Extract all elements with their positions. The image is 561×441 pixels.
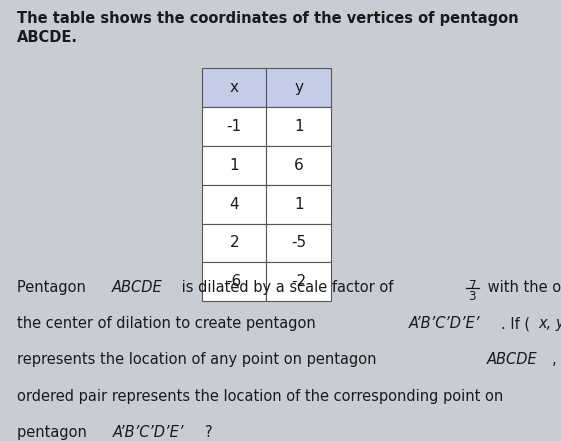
Text: 3: 3 [468, 290, 476, 303]
Text: ABCDE: ABCDE [487, 352, 537, 367]
Text: . If (: . If ( [500, 316, 530, 331]
Bar [266, 146, 331, 185]
Text: ABCDE: ABCDE [112, 280, 163, 295]
Text: 2: 2 [229, 235, 239, 250]
Text: 6: 6 [294, 158, 304, 173]
Text: x, y: x, y [538, 316, 561, 331]
Text: 4: 4 [229, 197, 239, 212]
Text: ?: ? [205, 425, 213, 440]
Bar [202, 107, 266, 146]
Text: , which: , which [552, 352, 561, 367]
Text: ordered pair represents the location of the corresponding point on: ordered pair represents the location of … [17, 389, 503, 404]
Text: -1: -1 [227, 119, 242, 134]
Bar [202, 262, 266, 301]
Text: The table shows the coordinates of the vertices of pentagon
ABCDE.: The table shows the coordinates of the v… [17, 11, 518, 45]
Text: A’B’C’D’E’: A’B’C’D’E’ [113, 425, 185, 440]
Text: represents the location of any point on pentagon: represents the location of any point on … [17, 352, 381, 367]
Text: the center of dilation to create pentagon: the center of dilation to create pentago… [17, 316, 320, 331]
Text: Pentagon: Pentagon [17, 280, 90, 295]
Text: 7: 7 [468, 279, 476, 292]
Text: 1: 1 [229, 158, 239, 173]
Bar [266, 224, 331, 262]
Bar [202, 185, 266, 224]
Text: -5: -5 [291, 235, 306, 250]
Bar [266, 262, 331, 301]
Text: is dilated by a scale factor of: is dilated by a scale factor of [177, 280, 398, 295]
Text: -6: -6 [227, 274, 242, 289]
Bar [202, 68, 266, 107]
Bar [202, 224, 266, 262]
Bar [202, 146, 266, 185]
Text: 1: 1 [294, 197, 304, 212]
Text: -2: -2 [291, 274, 306, 289]
Bar [266, 107, 331, 146]
Bar [266, 185, 331, 224]
Text: 1: 1 [294, 119, 304, 134]
Bar [266, 68, 331, 107]
Text: pentagon: pentagon [17, 425, 91, 440]
Text: A’B’C’D’E’: A’B’C’D’E’ [408, 316, 480, 331]
Text: y: y [294, 80, 304, 95]
Text: with the origin as: with the origin as [482, 280, 561, 295]
Text: x: x [229, 80, 239, 95]
